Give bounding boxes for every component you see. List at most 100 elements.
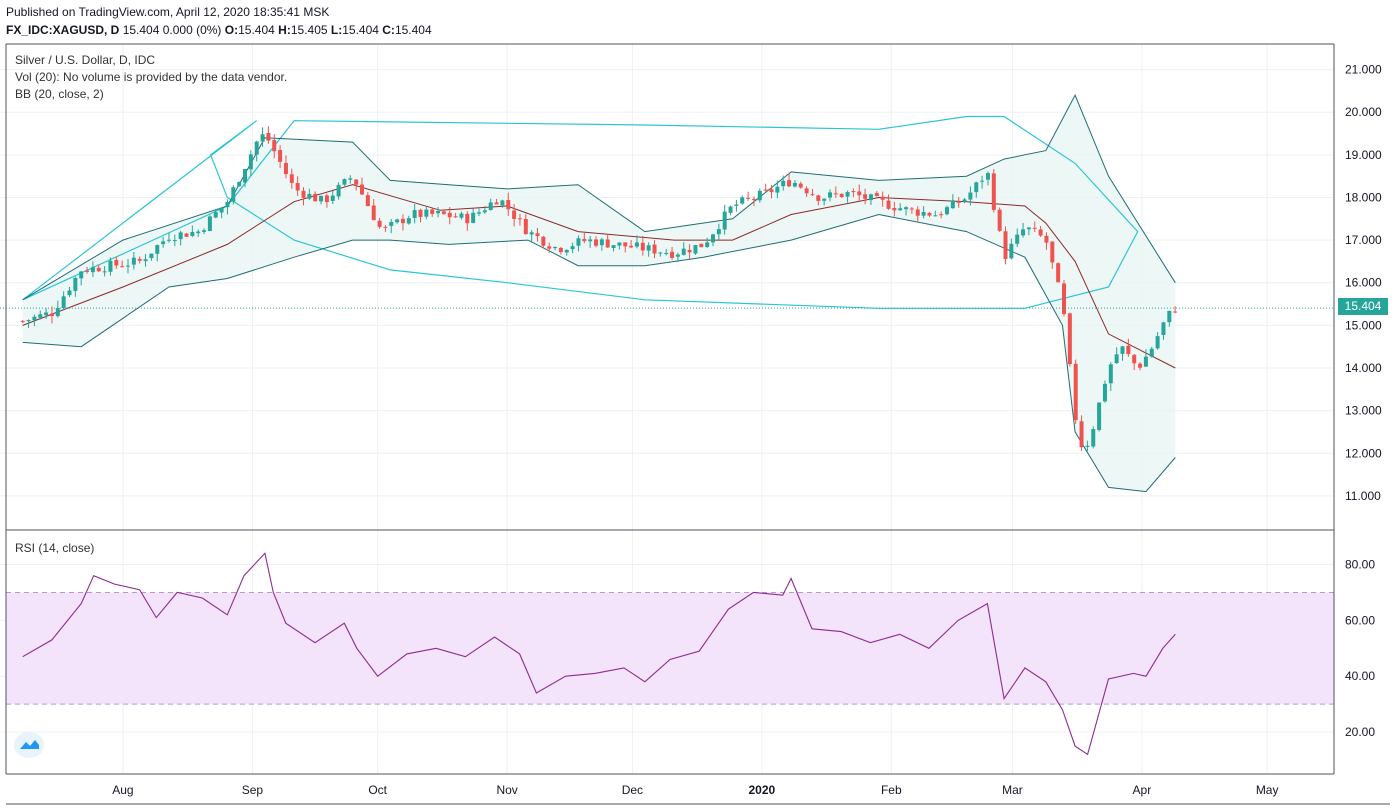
candle-up	[126, 258, 131, 274]
candle-body	[137, 258, 142, 261]
candle-up	[319, 195, 324, 205]
time-tick-label: 2020	[749, 783, 776, 797]
candle-up	[646, 242, 651, 257]
symbol-name[interactable]: FX_IDC:XAGUSD, D	[6, 23, 120, 37]
candle-body	[418, 209, 423, 217]
candle-body	[319, 195, 324, 202]
candle-up	[482, 205, 487, 214]
candle-up	[722, 204, 727, 235]
candle-down	[670, 247, 675, 260]
candle-down	[804, 186, 809, 197]
candle-body	[32, 316, 37, 321]
legend-rsi[interactable]: RSI (14, close)	[15, 541, 95, 555]
candle-body	[447, 212, 452, 218]
candle-down	[120, 260, 125, 268]
candle-body	[406, 218, 411, 224]
candle-body	[535, 233, 540, 237]
candle-down	[640, 235, 645, 256]
candle-body	[453, 216, 458, 218]
candle-body	[102, 271, 107, 273]
candle-body	[658, 252, 663, 254]
candle-body	[1102, 383, 1107, 402]
legend-title[interactable]: Silver / U.S. Dollar, D, IDC	[15, 53, 156, 67]
candle-down	[1132, 354, 1137, 371]
candle-down	[605, 233, 610, 248]
candle-body	[1114, 354, 1119, 364]
candle-body	[828, 192, 833, 198]
candle-up	[79, 270, 84, 286]
tradingview-logo[interactable]	[14, 732, 44, 758]
candle-body	[126, 265, 131, 267]
price-tick-label: 21.000	[1345, 63, 1382, 77]
candle-body	[1044, 235, 1049, 243]
candle-body	[336, 184, 341, 197]
legend-volume[interactable]: Vol (20): No volume is provided by the d…	[15, 70, 288, 84]
candle-body	[769, 189, 774, 193]
candle-up	[149, 253, 154, 261]
last-price-tag: 15.404	[1338, 298, 1388, 315]
candle-up	[1091, 426, 1096, 449]
candle-body	[681, 248, 686, 255]
candle-body	[570, 246, 575, 250]
candle-body	[178, 232, 183, 240]
candle-body	[553, 247, 558, 249]
candle-body	[1149, 348, 1154, 357]
candle-body	[997, 209, 1002, 231]
candle-body	[313, 193, 318, 202]
candle-down	[400, 214, 405, 231]
candle-down	[956, 196, 961, 208]
legend-bollinger[interactable]: BB (20, close, 2)	[15, 87, 104, 101]
candle-body	[360, 184, 365, 195]
candle-body	[412, 210, 417, 218]
candle-up	[716, 223, 721, 240]
candle-body	[874, 193, 879, 197]
candle-body	[342, 179, 347, 185]
candle-body	[1155, 336, 1160, 349]
candle-down	[301, 187, 306, 206]
candle-up	[553, 246, 558, 251]
symbol-line: FX_IDC:XAGUSD, D 15.404 0.000 (0%) O:15.…	[6, 23, 432, 37]
candle-down	[371, 198, 376, 221]
candle-up	[424, 207, 429, 220]
candle-up	[599, 237, 604, 251]
candle-body	[956, 201, 961, 203]
time-tick-label: Mar	[1002, 783, 1023, 797]
candle-up	[1102, 380, 1107, 403]
candle-body	[629, 245, 634, 248]
candle-body	[96, 267, 101, 272]
candle-up	[634, 235, 639, 249]
candle-down	[184, 232, 189, 237]
candle-body	[599, 239, 604, 246]
candle-body	[202, 230, 207, 232]
price-tick-label: 13.000	[1345, 404, 1382, 418]
candle-body	[588, 239, 593, 242]
high-value: 15.405	[290, 23, 328, 37]
candle-down	[453, 212, 458, 218]
candle-body	[822, 198, 827, 201]
bb-basis-line	[22, 184, 1176, 369]
tradingview-logo-icon	[20, 740, 39, 749]
candle-up	[237, 181, 242, 187]
candle-up	[681, 242, 686, 256]
candle-body	[172, 240, 177, 242]
candle-body	[149, 253, 154, 259]
candle-body	[79, 271, 84, 279]
candle-body	[1056, 263, 1061, 283]
candle-down	[85, 266, 90, 274]
candle-body	[225, 201, 230, 208]
candle-body	[950, 200, 955, 209]
candle-down	[547, 242, 552, 253]
candle-body	[283, 162, 288, 175]
candle-up	[611, 245, 616, 252]
candle-up	[962, 198, 967, 204]
low-label: L:	[330, 23, 343, 37]
candle-body	[289, 174, 294, 183]
candle-body	[131, 257, 136, 265]
candle-down	[266, 126, 271, 144]
candle-body	[1009, 243, 1014, 259]
candle-up	[570, 242, 575, 254]
candle-up	[225, 199, 230, 215]
candle-body	[441, 211, 446, 214]
candle-up	[1120, 345, 1125, 361]
